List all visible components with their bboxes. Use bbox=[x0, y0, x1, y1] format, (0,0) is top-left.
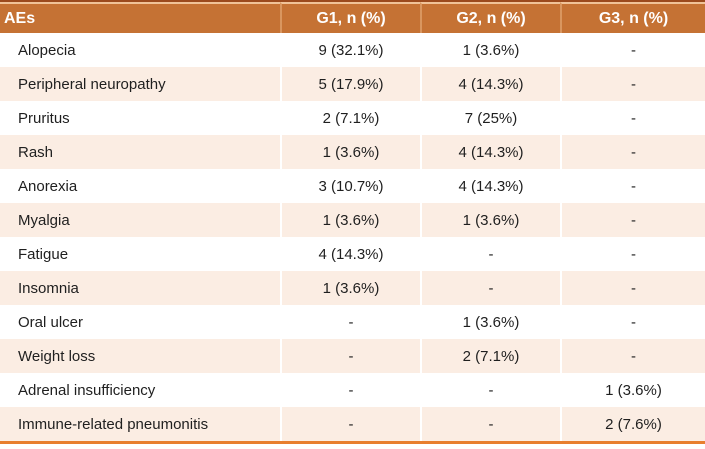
g3-value-cell: 2 (7.6%) bbox=[560, 407, 705, 441]
column-header-g3: G3, n (%) bbox=[560, 2, 705, 33]
g1-value-cell: 2 (7.1%) bbox=[280, 101, 420, 135]
g1-value-cell: 1 (3.6%) bbox=[280, 203, 420, 237]
g3-value-cell: 1 (3.6%) bbox=[560, 373, 705, 407]
header-row: AEs G1, n (%) G2, n (%) G3, n (%) bbox=[0, 2, 705, 33]
ae-name-cell: Adrenal insufficiency bbox=[0, 373, 280, 407]
table-body: Alopecia 9 (32.1%) 1 (3.6%) - Peripheral… bbox=[0, 33, 705, 441]
table-row: Myalgia 1 (3.6%) 1 (3.6%) - bbox=[0, 203, 705, 237]
g2-value-cell: 7 (25%) bbox=[420, 101, 560, 135]
g3-value-cell: - bbox=[560, 101, 705, 135]
ae-name-cell: Anorexia bbox=[0, 169, 280, 203]
table-row: Alopecia 9 (32.1%) 1 (3.6%) - bbox=[0, 33, 705, 67]
ae-name-cell: Fatigue bbox=[0, 237, 280, 271]
table-row: Immune-related pneumonitis - - 2 (7.6%) bbox=[0, 407, 705, 441]
g2-value-cell: 1 (3.6%) bbox=[420, 33, 560, 67]
ae-name-cell: Weight loss bbox=[0, 339, 280, 373]
g2-value-cell: - bbox=[420, 373, 560, 407]
g2-value-cell: 1 (3.6%) bbox=[420, 305, 560, 339]
g3-value-cell: - bbox=[560, 67, 705, 101]
ae-name-cell: Rash bbox=[0, 135, 280, 169]
g1-value-cell: 1 (3.6%) bbox=[280, 135, 420, 169]
g3-value-cell: - bbox=[560, 169, 705, 203]
g3-value-cell: - bbox=[560, 135, 705, 169]
table-row: Anorexia 3 (10.7%) 4 (14.3%) - bbox=[0, 169, 705, 203]
adverse-events-table: AEs G1, n (%) G2, n (%) G3, n (%) Alopec… bbox=[0, 2, 705, 441]
column-header-g1: G1, n (%) bbox=[280, 2, 420, 33]
g3-value-cell: - bbox=[560, 237, 705, 271]
column-header-g2: G2, n (%) bbox=[420, 2, 560, 33]
ae-name-cell: Alopecia bbox=[0, 33, 280, 67]
column-header-aes: AEs bbox=[0, 2, 280, 33]
table-row: Pruritus 2 (7.1%) 7 (25%) - bbox=[0, 101, 705, 135]
g1-value-cell: 5 (17.9%) bbox=[280, 67, 420, 101]
ae-name-cell: Myalgia bbox=[0, 203, 280, 237]
g2-value-cell: 1 (3.6%) bbox=[420, 203, 560, 237]
table-row: Weight loss - 2 (7.1%) - bbox=[0, 339, 705, 373]
g2-value-cell: - bbox=[420, 271, 560, 305]
g2-value-cell: - bbox=[420, 237, 560, 271]
ae-name-cell: Insomnia bbox=[0, 271, 280, 305]
g2-value-cell: 4 (14.3%) bbox=[420, 67, 560, 101]
ae-name-cell: Immune-related pneumonitis bbox=[0, 407, 280, 441]
ae-name-cell: Peripheral neuropathy bbox=[0, 67, 280, 101]
table-row: Oral ulcer - 1 (3.6%) - bbox=[0, 305, 705, 339]
g1-value-cell: 9 (32.1%) bbox=[280, 33, 420, 67]
table-row: Fatigue 4 (14.3%) - - bbox=[0, 237, 705, 271]
g3-value-cell: - bbox=[560, 203, 705, 237]
g1-value-cell: - bbox=[280, 305, 420, 339]
table-row: Rash 1 (3.6%) 4 (14.3%) - bbox=[0, 135, 705, 169]
g1-value-cell: 3 (10.7%) bbox=[280, 169, 420, 203]
g2-value-cell: - bbox=[420, 407, 560, 441]
g2-value-cell: 2 (7.1%) bbox=[420, 339, 560, 373]
g3-value-cell: - bbox=[560, 271, 705, 305]
table-row: Adrenal insufficiency - - 1 (3.6%) bbox=[0, 373, 705, 407]
table-row: Peripheral neuropathy 5 (17.9%) 4 (14.3%… bbox=[0, 67, 705, 101]
table-row: Insomnia 1 (3.6%) - - bbox=[0, 271, 705, 305]
g2-value-cell: 4 (14.3%) bbox=[420, 135, 560, 169]
g3-value-cell: - bbox=[560, 33, 705, 67]
g1-value-cell: 1 (3.6%) bbox=[280, 271, 420, 305]
g1-value-cell: - bbox=[280, 339, 420, 373]
g3-value-cell: - bbox=[560, 305, 705, 339]
g2-value-cell: 4 (14.3%) bbox=[420, 169, 560, 203]
ae-name-cell: Oral ulcer bbox=[0, 305, 280, 339]
g3-value-cell: - bbox=[560, 339, 705, 373]
g1-value-cell: 4 (14.3%) bbox=[280, 237, 420, 271]
g1-value-cell: - bbox=[280, 407, 420, 441]
g1-value-cell: - bbox=[280, 373, 420, 407]
ae-name-cell: Pruritus bbox=[0, 101, 280, 135]
